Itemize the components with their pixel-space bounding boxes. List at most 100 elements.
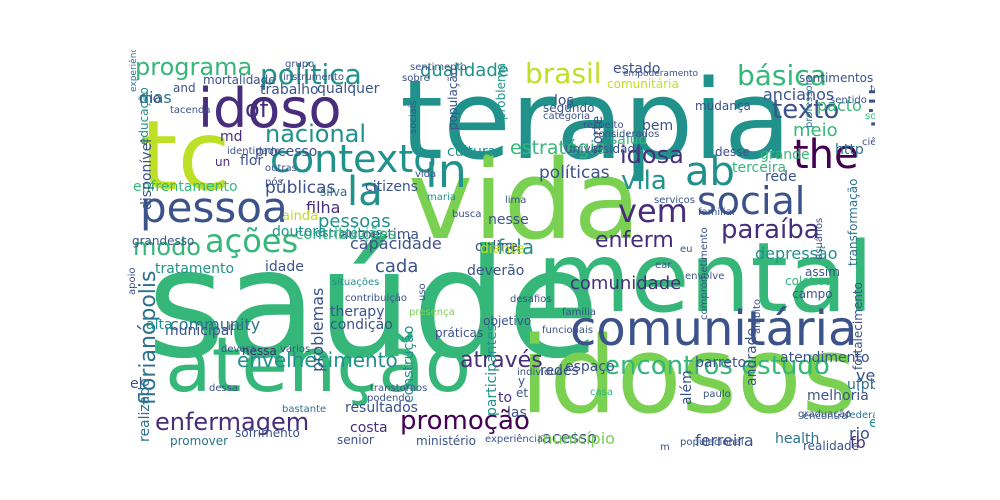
word-sentimento: sentimento (410, 62, 467, 73)
word-segundo: segundo (543, 101, 595, 115)
word-idosa2: ancianos (763, 85, 835, 104)
word-silva: silva (320, 185, 348, 199)
word-eu: eu (680, 244, 693, 255)
word-bastante: bastante (282, 404, 327, 415)
word-campo: campo (792, 287, 833, 301)
word-politica: política (260, 58, 362, 91)
word-enfrentamento: enfrentamento (133, 179, 238, 195)
word-envelhecimento: envelhecimento (237, 348, 398, 372)
word-pessoas: pessoas (318, 211, 391, 232)
word-nessa: nessa (242, 344, 277, 358)
word-vida: vida (408, 136, 641, 264)
word-funcionais: funcionais (542, 325, 594, 336)
word-rede: rede (765, 169, 797, 185)
word-qualquer: qualquer (317, 81, 380, 97)
word-condicao: condição (330, 317, 393, 333)
word-servicos: serviços (654, 195, 695, 206)
word-en: en (869, 415, 875, 431)
word-terapia: terapia (400, 56, 792, 184)
word-diante: diante (480, 241, 525, 257)
word-populacional: populacional (680, 437, 744, 448)
word-tratamento: tratamento (155, 261, 235, 277)
word-dias: dias (139, 88, 172, 107)
word-cada: cada (375, 256, 419, 277)
word-coletiva: coletiva (785, 274, 833, 288)
word-nesse: nesse (488, 212, 529, 228)
word-grupo: grupo (285, 59, 315, 70)
word-empoderamento: empoderamento (623, 69, 699, 79)
word-ferreira: ferreira (695, 431, 754, 450)
word-comunidade: comunidade (570, 273, 682, 294)
word-mortalidade: mortalidade (203, 73, 276, 87)
word-vez: vez (856, 366, 875, 385)
word-vem: vem (618, 192, 688, 230)
word-publicas: públicas (265, 178, 336, 198)
word-vila: vila (621, 166, 667, 196)
word-programa: programa (135, 53, 253, 81)
word-encontros-estudo: encontros estudo (604, 351, 830, 381)
word-alta: alta (146, 317, 173, 333)
word-processo: processo (255, 144, 318, 160)
word-realizado: realizado (137, 378, 153, 442)
word-lima: lima (505, 195, 527, 206)
word-problema: problema (494, 62, 508, 120)
word-grande: grande (760, 147, 810, 163)
word-ciencias: ciências (862, 137, 875, 148)
word-federal: federal (846, 410, 875, 421)
word-disponivel: disponível (139, 138, 155, 210)
word-fb: fb (850, 433, 866, 451)
word-acoes: ações (205, 222, 299, 260)
word-ufpb: ufpb (847, 377, 875, 393)
word-enferm: enferm (595, 228, 674, 253)
word-educacao: educação (137, 87, 151, 145)
word-atencao: atenção (165, 320, 472, 409)
word-comunitaria-small: comunitária (607, 77, 679, 91)
word-barreto: barreto (695, 355, 747, 371)
word-ambito: âmbito (752, 298, 763, 334)
word-uso: uso (417, 283, 428, 301)
word-maria: maria (427, 192, 456, 203)
word-outras: outras (265, 163, 297, 174)
word-apoio: apoio (127, 267, 138, 296)
word-experiencia: experiência (485, 434, 544, 445)
word-texto: texto (772, 95, 840, 125)
word-paulo: paulo (703, 389, 731, 400)
word-familiar: familiar (698, 207, 736, 218)
word-universidade: universidade (565, 142, 643, 156)
word-paraiba: paraíba (721, 215, 820, 245)
word-graduacao: graduação (798, 409, 852, 420)
word-estrategia: estratégia (510, 137, 607, 159)
word-praticas: práticas (435, 326, 484, 340)
word-mo: mo (139, 91, 162, 107)
word-varios: vários (280, 344, 311, 355)
word-sentimentos: sentimentos (799, 71, 874, 85)
word-busca: busca (452, 209, 482, 220)
word-un: un (215, 155, 231, 169)
word-todos: todos (870, 84, 875, 95)
word-ministerio: ministério (416, 434, 476, 448)
word-promocao: promoção (400, 406, 530, 436)
word-the: the (793, 132, 859, 178)
word-idosos: idosos (520, 314, 857, 437)
word-individuo: individuo (517, 367, 563, 378)
word-atendimento: atendimento (780, 350, 870, 366)
word-promover: promover (170, 434, 229, 448)
word-nacional: nacional (265, 120, 367, 148)
word-sociais: sociais (408, 100, 419, 134)
word-of: of (245, 95, 269, 123)
word-assim: assim (805, 265, 840, 279)
word-grandesso: grandesso (132, 234, 195, 248)
word-idoso: idoso (198, 77, 342, 140)
word-ear: ear (655, 260, 672, 271)
word-in: in (425, 144, 467, 198)
word-categoria: categoria (543, 111, 591, 122)
word-dessa: dessa (209, 383, 239, 394)
word-realidade: realidade (803, 439, 860, 450)
word-pos: pós (265, 177, 283, 188)
word-salud: salud (610, 132, 648, 148)
word-cultura: cultura (447, 144, 497, 160)
word-rio: rio (849, 424, 870, 443)
word-bem: bem (642, 118, 674, 134)
word-municipio: município (537, 429, 615, 448)
word-fortalecimento: fortalecimento (851, 282, 865, 370)
